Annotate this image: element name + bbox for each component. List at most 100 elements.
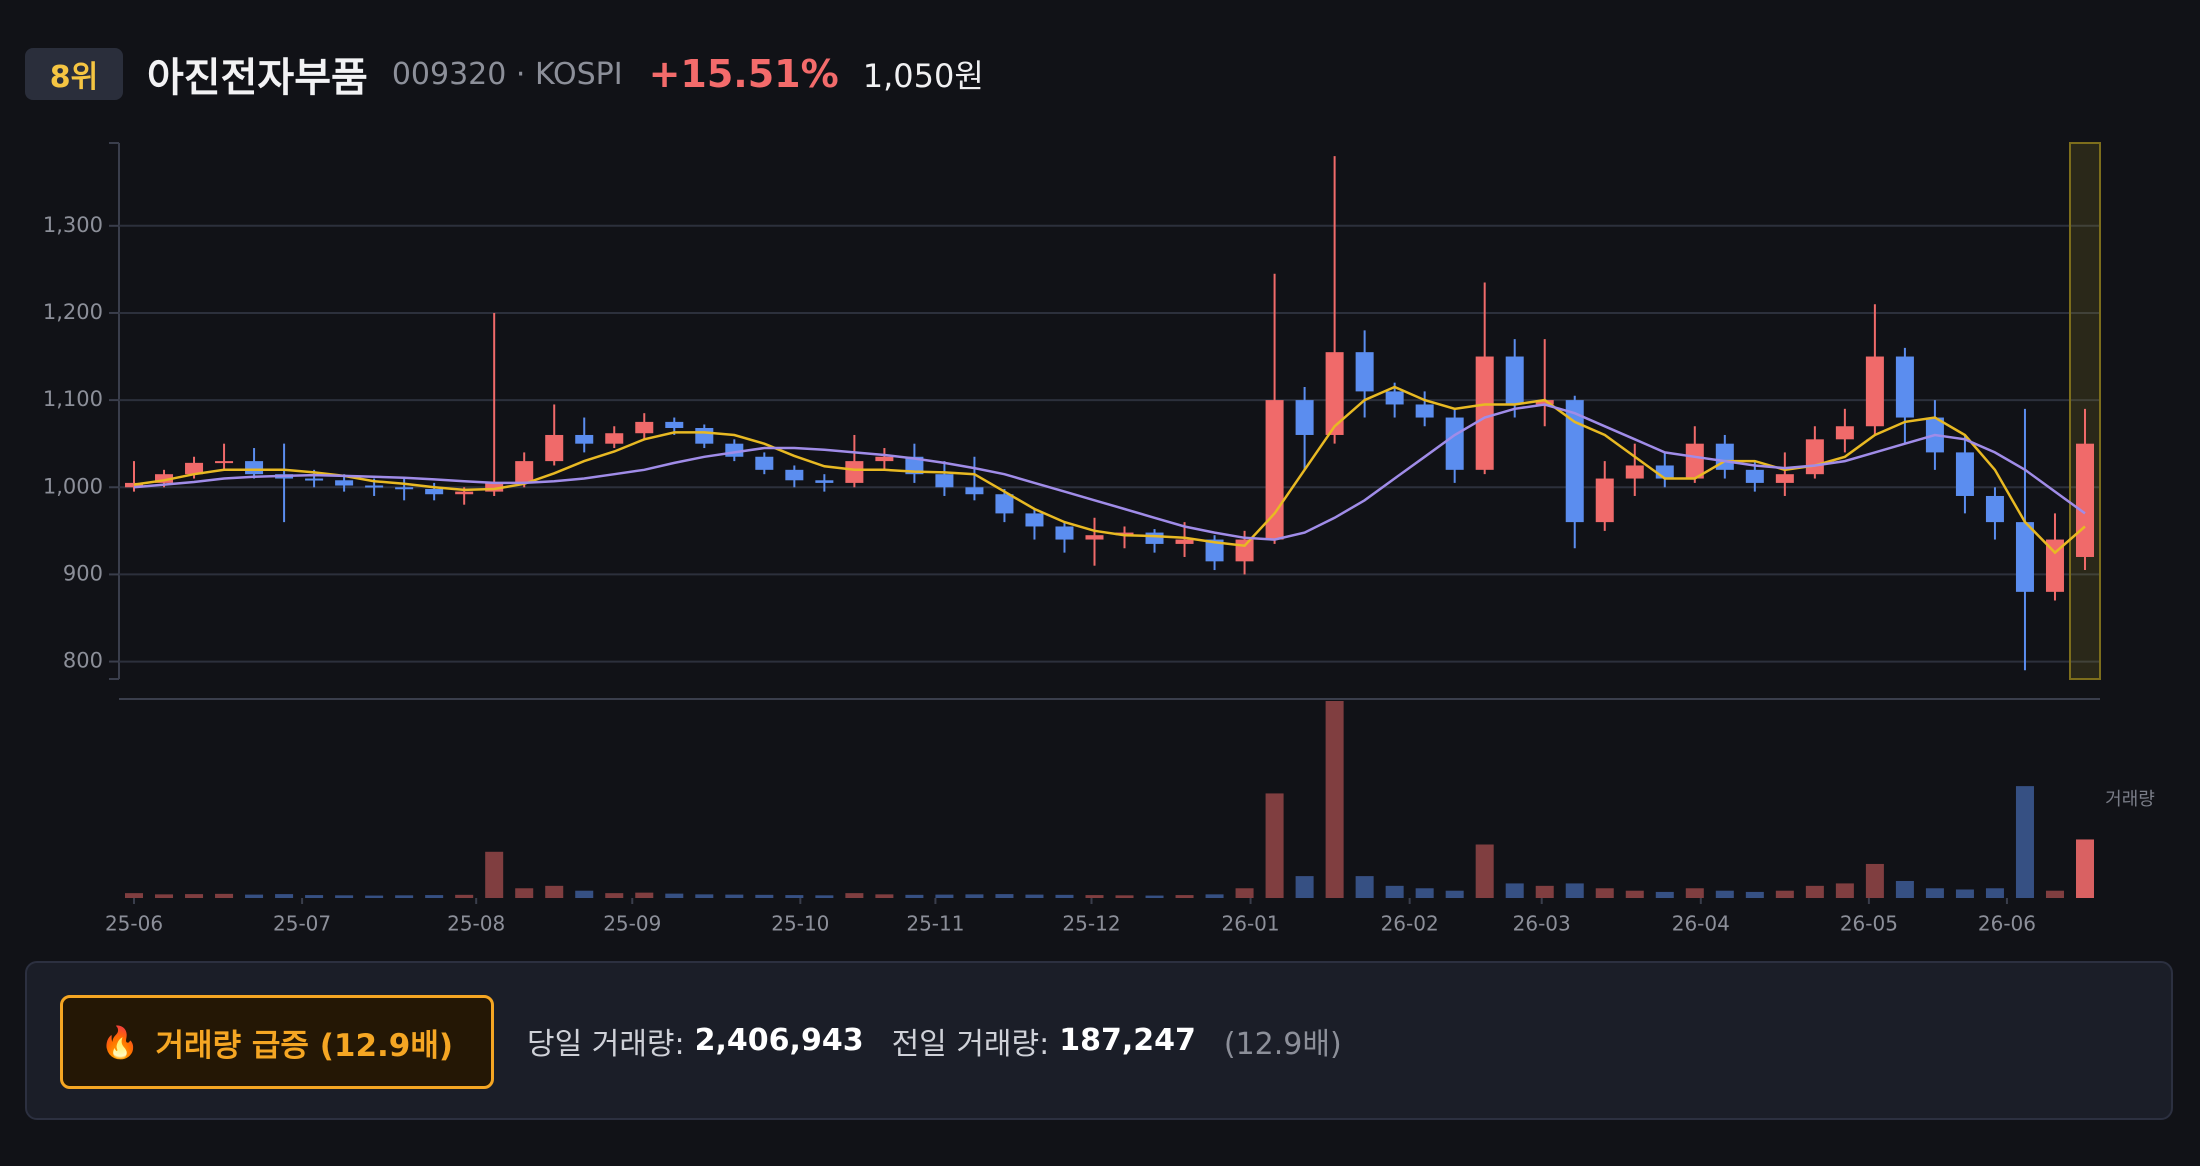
x-tick-label: 25-10	[771, 912, 829, 936]
y-tick-label: 1,000	[43, 474, 103, 498]
volume-bar	[1115, 895, 1134, 898]
candle-body	[755, 456, 774, 470]
candle-body	[1115, 532, 1134, 536]
volume-bar	[965, 894, 984, 898]
header: 8위 아진전자부품 009320 · KOSPI +15.51% 1,050원	[25, 46, 984, 102]
volume-bar	[1475, 844, 1494, 898]
volume-axis-label: 거래량	[2105, 789, 2155, 810]
volume-surge-badge[interactable]: 🔥 거래량 급증 (12.9배)	[60, 995, 494, 1089]
volume-bar	[1025, 894, 1044, 898]
candle-body	[635, 421, 654, 434]
volume-bar	[515, 888, 534, 898]
candle-body	[1865, 356, 1884, 427]
volume-bar	[1085, 895, 1104, 898]
moving-average-line	[133, 385, 2086, 555]
fire-icon: 🔥	[100, 1024, 140, 1061]
candle-body	[1565, 400, 1584, 523]
volume-bar	[935, 894, 954, 898]
volume-bar	[1655, 891, 1674, 898]
volume-bar	[695, 894, 714, 898]
candle-body	[425, 489, 444, 495]
stock-code: 009320 · KOSPI	[391, 56, 623, 92]
today-value: 2,406,943	[694, 1023, 864, 1058]
volume-bar	[815, 895, 834, 898]
candle-body	[185, 462, 204, 475]
x-tick-label: 26-04	[1672, 912, 1730, 936]
volume-bar	[1325, 701, 1344, 898]
candle-body	[1625, 465, 1644, 479]
candle-body	[1205, 539, 1224, 562]
volume-bar	[1385, 885, 1404, 898]
x-tick-label: 25-09	[603, 912, 661, 936]
candle-body	[1055, 526, 1074, 540]
candle-body	[2015, 522, 2034, 592]
x-tick-label: 26-05	[1840, 912, 1898, 936]
candle-body	[1325, 352, 1344, 435]
volume-bar	[725, 894, 744, 898]
volume-bar	[1775, 890, 1794, 898]
volume-bar	[1145, 895, 1164, 898]
candle-body	[845, 461, 864, 483]
price: 1,050원	[862, 57, 984, 95]
volume-bar	[1445, 890, 1464, 898]
volume-bar	[1595, 888, 1614, 898]
volume-bar	[755, 894, 774, 898]
candle-body	[1445, 417, 1464, 470]
volume-bar	[1895, 880, 1914, 898]
candle-body	[875, 456, 894, 462]
candle-body	[1415, 404, 1434, 418]
volume-bar	[365, 895, 384, 898]
rank-badge: 8위	[25, 48, 123, 100]
volume-bar	[335, 895, 354, 898]
volume-bar	[155, 894, 174, 898]
change-rate: +15.51%	[648, 52, 839, 96]
y-tick-label: 900	[63, 561, 103, 585]
candle-body	[365, 485, 384, 488]
volume-bar	[1565, 883, 1584, 898]
x-tick-label: 25-06	[105, 912, 163, 936]
ratio: (12.9배)	[1223, 1026, 1342, 1062]
candle-body	[515, 461, 534, 483]
volume-bar	[635, 892, 654, 898]
volume-bar	[1685, 888, 1704, 898]
volume-bar	[785, 895, 804, 898]
volume-alert-panel: 🔥 거래량 급증 (12.9배) 당일 거래량: 2,406,943 전일 거래…	[25, 961, 2173, 1120]
y-tick-label: 1,300	[43, 213, 103, 237]
x-tick-label: 26-03	[1513, 912, 1571, 936]
volume-bar	[1295, 876, 1314, 898]
candle-body	[125, 482, 144, 488]
candle-body	[965, 487, 984, 495]
y-tick-label: 1,200	[43, 300, 103, 324]
x-tick-label: 25-07	[273, 912, 331, 936]
candle-body	[215, 461, 234, 464]
volume-bar	[2075, 839, 2094, 898]
candle-body	[695, 427, 714, 444]
candle-body	[485, 482, 504, 492]
x-tick-label: 26-02	[1381, 912, 1439, 936]
volume-bar	[1175, 895, 1194, 898]
candle-body	[2045, 539, 2064, 592]
volume-bar	[1715, 890, 1734, 898]
y-tick-label: 1,100	[43, 387, 103, 411]
candle-body	[785, 469, 804, 481]
candle-body	[1025, 513, 1044, 527]
candle-body	[1475, 356, 1494, 470]
candle-body	[1085, 535, 1104, 540]
prev-value: 187,247	[1059, 1023, 1196, 1058]
candle-body	[1985, 495, 2004, 523]
y-tick-label: 800	[63, 649, 103, 673]
volume-bar	[1535, 885, 1554, 898]
candle-body	[1655, 465, 1674, 479]
volume-bar	[1235, 888, 1254, 898]
badge-text: 거래량 급증 (12.9배)	[155, 1027, 454, 1064]
volume-bar	[2045, 890, 2064, 898]
candle-body	[1595, 478, 1614, 523]
stock-name: 아진전자부품	[147, 55, 368, 101]
x-tick-label: 26-01	[1222, 912, 1280, 936]
candle-body	[1775, 474, 1794, 483]
volume-bar	[605, 893, 624, 898]
volume-bar	[1985, 888, 2004, 898]
x-tick-label: 25-08	[447, 912, 505, 936]
candle-body	[1385, 391, 1404, 405]
